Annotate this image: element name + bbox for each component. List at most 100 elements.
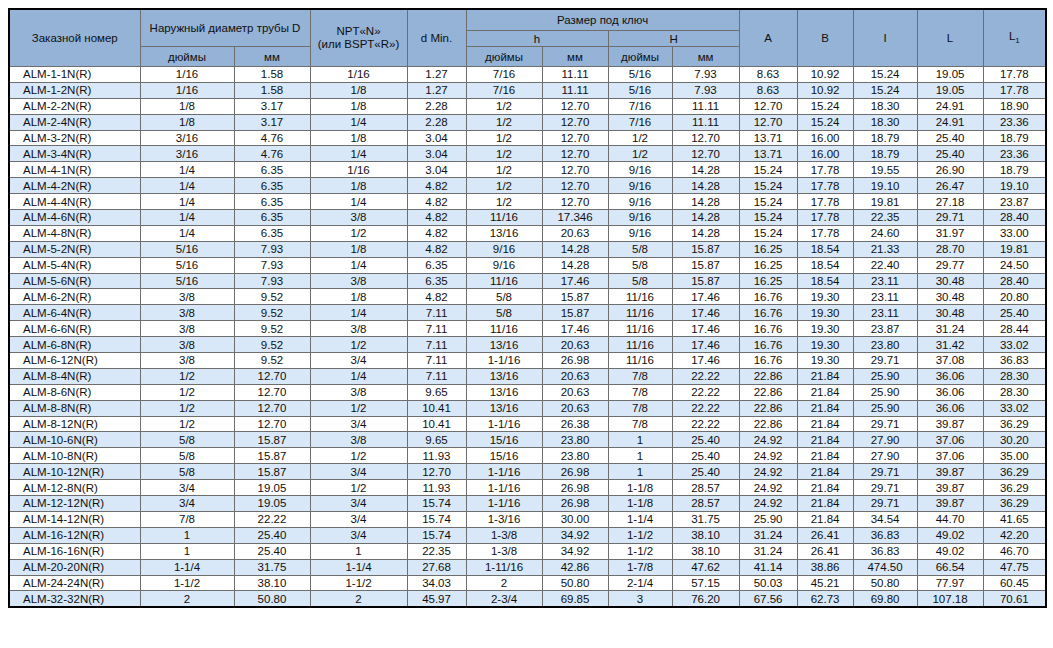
value-cell: 24.92 [739, 480, 797, 496]
value-cell: 15.87 [672, 257, 739, 273]
value-cell: 11/16 [466, 321, 542, 337]
table-body: ALM-1-1N(R)1/161.581/161.277/1611.115/16… [9, 67, 1046, 608]
value-cell: 1/4 [140, 194, 234, 210]
table-row: ALM-4-8N(R)1/46.351/24.8213/1620.639/161… [9, 225, 1046, 241]
value-cell: 17.78 [797, 178, 853, 194]
value-cell: 1/2 [310, 448, 407, 464]
value-cell: 14.28 [542, 257, 608, 273]
table-row: ALM-1-2N(R)1/161.581/81.277/1611.115/167… [9, 82, 1046, 98]
value-cell: 22.35 [853, 210, 917, 226]
value-cell: 36.29 [983, 480, 1046, 496]
value-cell: 24.91 [917, 114, 983, 130]
value-cell: 1/2 [310, 480, 407, 496]
col-header-l: L [917, 9, 983, 67]
value-cell: 9.52 [234, 289, 310, 305]
value-cell: 30.48 [917, 289, 983, 305]
value-cell: 12.70 [542, 114, 608, 130]
value-cell: 12.70 [672, 130, 739, 146]
value-cell: 12.70 [234, 368, 310, 384]
value-cell: 22.22 [672, 384, 739, 400]
value-cell: 15/16 [466, 432, 542, 448]
value-cell: 7/8 [140, 511, 234, 527]
value-cell: 24.92 [739, 432, 797, 448]
value-cell: 10.41 [407, 400, 466, 416]
value-cell: 25.40 [917, 146, 983, 162]
order-number-cell: ALM-4-1N(R) [9, 162, 140, 178]
value-cell: 21.84 [797, 464, 853, 480]
value-cell: 1-1/4 [140, 559, 234, 575]
value-cell: 3.04 [407, 146, 466, 162]
value-cell: 2.28 [407, 114, 466, 130]
table-row: ALM-5-4N(R)5/167.931/46.359/1614.285/815… [9, 257, 1046, 273]
value-cell: 1/2 [310, 337, 407, 353]
value-cell: 21.84 [797, 432, 853, 448]
value-cell: 15.87 [234, 464, 310, 480]
value-cell: 15.87 [234, 432, 310, 448]
value-cell: 12.70 [542, 178, 608, 194]
value-cell: 1/16 [310, 162, 407, 178]
col-header-h-big: H [608, 31, 739, 47]
value-cell: 44.70 [917, 511, 983, 527]
table-row: ALM-4-2N(R)1/46.351/84.821/212.709/1614.… [9, 178, 1046, 194]
table-row: ALM-2-4N(R)1/83.171/42.281/212.707/1611.… [9, 114, 1046, 130]
value-cell: 50.80 [853, 575, 917, 591]
value-cell: 3/4 [310, 464, 407, 480]
value-cell: 15.24 [739, 162, 797, 178]
value-cell: 1 [140, 543, 234, 559]
value-cell: 1/4 [310, 257, 407, 273]
value-cell: 10.92 [797, 67, 853, 83]
order-number-cell: ALM-8-12N(R) [9, 416, 140, 432]
value-cell: 7.93 [234, 241, 310, 257]
value-cell: 28.40 [983, 210, 1046, 226]
value-cell: 17.46 [672, 337, 739, 353]
value-cell: 9/16 [608, 210, 672, 226]
col-header-wrench-size: Размер под ключ [466, 9, 739, 31]
value-cell: 1.27 [407, 82, 466, 98]
order-number-cell: ALM-10-12N(R) [9, 464, 140, 480]
value-cell: 12.70 [234, 400, 310, 416]
value-cell: 12.70 [672, 146, 739, 162]
order-number-cell: ALM-8-8N(R) [9, 400, 140, 416]
value-cell: 34.54 [853, 511, 917, 527]
col-header-h-inches: дюймы [466, 47, 542, 67]
value-cell: 28.57 [672, 496, 739, 512]
value-cell: 9/16 [466, 257, 542, 273]
value-cell: 76.20 [672, 591, 739, 607]
order-number-cell: ALM-5-4N(R) [9, 257, 140, 273]
value-cell: 3.17 [234, 98, 310, 114]
value-cell: 11.93 [407, 480, 466, 496]
value-cell: 47.75 [983, 559, 1046, 575]
value-cell: 27.18 [917, 194, 983, 210]
value-cell: 1-1/16 [466, 353, 542, 369]
value-cell: 20.63 [542, 225, 608, 241]
value-cell: 3/4 [310, 353, 407, 369]
value-cell: 17.78 [797, 210, 853, 226]
value-cell: 36.83 [853, 543, 917, 559]
col-header-order-number: Заказной номер [9, 9, 140, 67]
value-cell: 12.70 [739, 114, 797, 130]
value-cell: 25.40 [672, 448, 739, 464]
value-cell: 3.04 [407, 130, 466, 146]
value-cell: 35.00 [983, 448, 1046, 464]
table-row: ALM-5-6N(R)5/167.933/86.3511/1617.465/81… [9, 273, 1046, 289]
value-cell: 16.00 [797, 146, 853, 162]
col-header-h-small: h [466, 31, 608, 47]
col-header-hbig-mm: мм [672, 47, 739, 67]
value-cell: 5/8 [140, 448, 234, 464]
value-cell: 9/16 [608, 194, 672, 210]
value-cell: 20.80 [983, 289, 1046, 305]
value-cell: 29.71 [853, 416, 917, 432]
value-cell: 12.70 [234, 384, 310, 400]
value-cell: 11/16 [608, 353, 672, 369]
value-cell: 39.87 [917, 496, 983, 512]
value-cell: 38.86 [797, 559, 853, 575]
value-cell: 2 [466, 575, 542, 591]
value-cell: 1-1/2 [608, 527, 672, 543]
table-row: ALM-24-24N(R)1-1/238.101-1/234.03250.802… [9, 575, 1046, 591]
value-cell: 15.24 [853, 82, 917, 98]
value-cell: 23.36 [983, 114, 1046, 130]
value-cell: 23.80 [853, 337, 917, 353]
order-number-cell: ALM-16-12N(R) [9, 527, 140, 543]
value-cell: 13/16 [466, 368, 542, 384]
value-cell: 1/4 [310, 146, 407, 162]
